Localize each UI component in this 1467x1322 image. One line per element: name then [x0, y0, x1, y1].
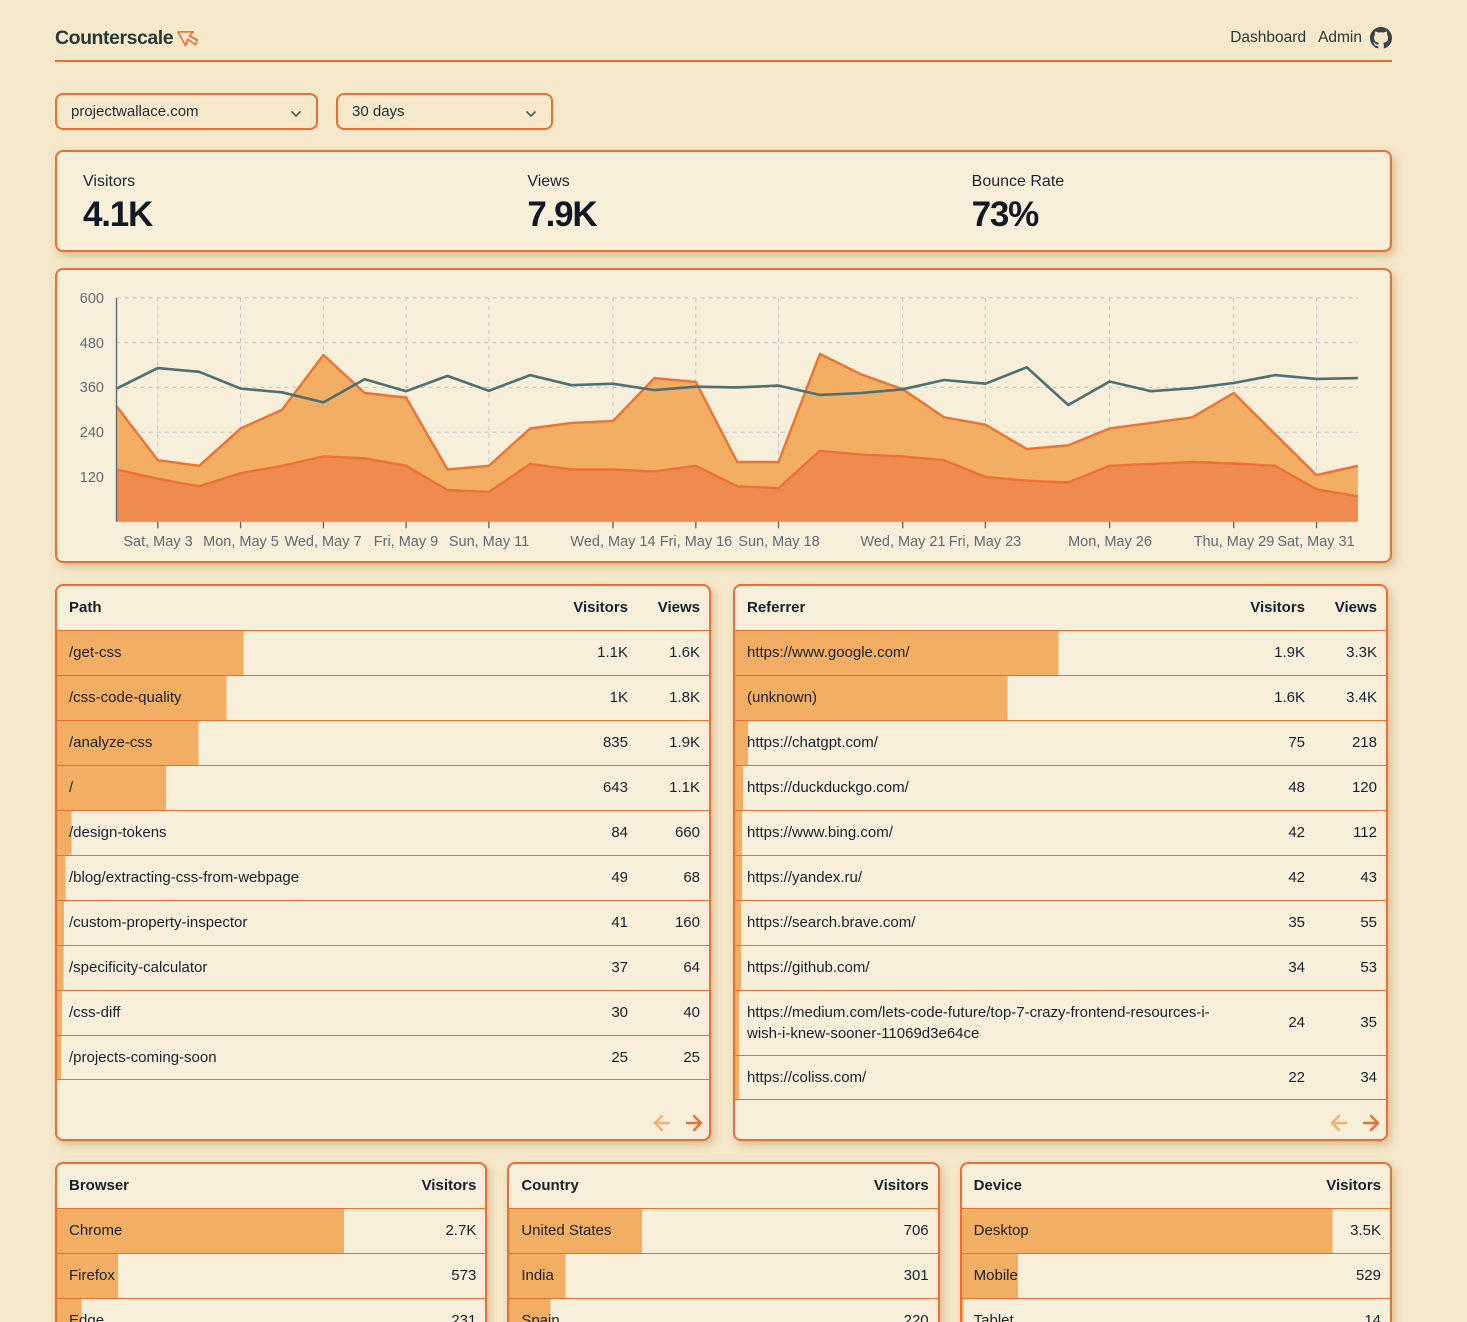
svg-text:Sat, May 31: Sat, May 31 [1277, 534, 1354, 550]
svg-text:Wed, May 7: Wed, May 7 [284, 534, 361, 550]
svg-text:Fri, May 9: Fri, May 9 [374, 534, 438, 550]
svg-text:Sat, May 3: Sat, May 3 [123, 534, 192, 550]
svg-text:Wed, May 21: Wed, May 21 [860, 534, 945, 550]
svg-text:480: 480 [80, 336, 104, 352]
svg-text:Thu, May 29: Thu, May 29 [1194, 534, 1275, 550]
svg-text:120: 120 [80, 470, 104, 486]
svg-text:600: 600 [80, 291, 104, 307]
svg-text:Fri, May 23: Fri, May 23 [949, 534, 1022, 550]
svg-text:Sun, May 11: Sun, May 11 [449, 534, 529, 550]
svg-text:Mon, May 26: Mon, May 26 [1068, 534, 1152, 550]
svg-text:Wed, May 14: Wed, May 14 [570, 534, 655, 550]
svg-text:Sun, May 18: Sun, May 18 [738, 534, 819, 550]
svg-text:Mon, May 5: Mon, May 5 [203, 534, 279, 550]
svg-text:Fri, May 16: Fri, May 16 [660, 534, 733, 550]
svg-text:240: 240 [80, 425, 104, 441]
svg-text:360: 360 [80, 380, 104, 396]
